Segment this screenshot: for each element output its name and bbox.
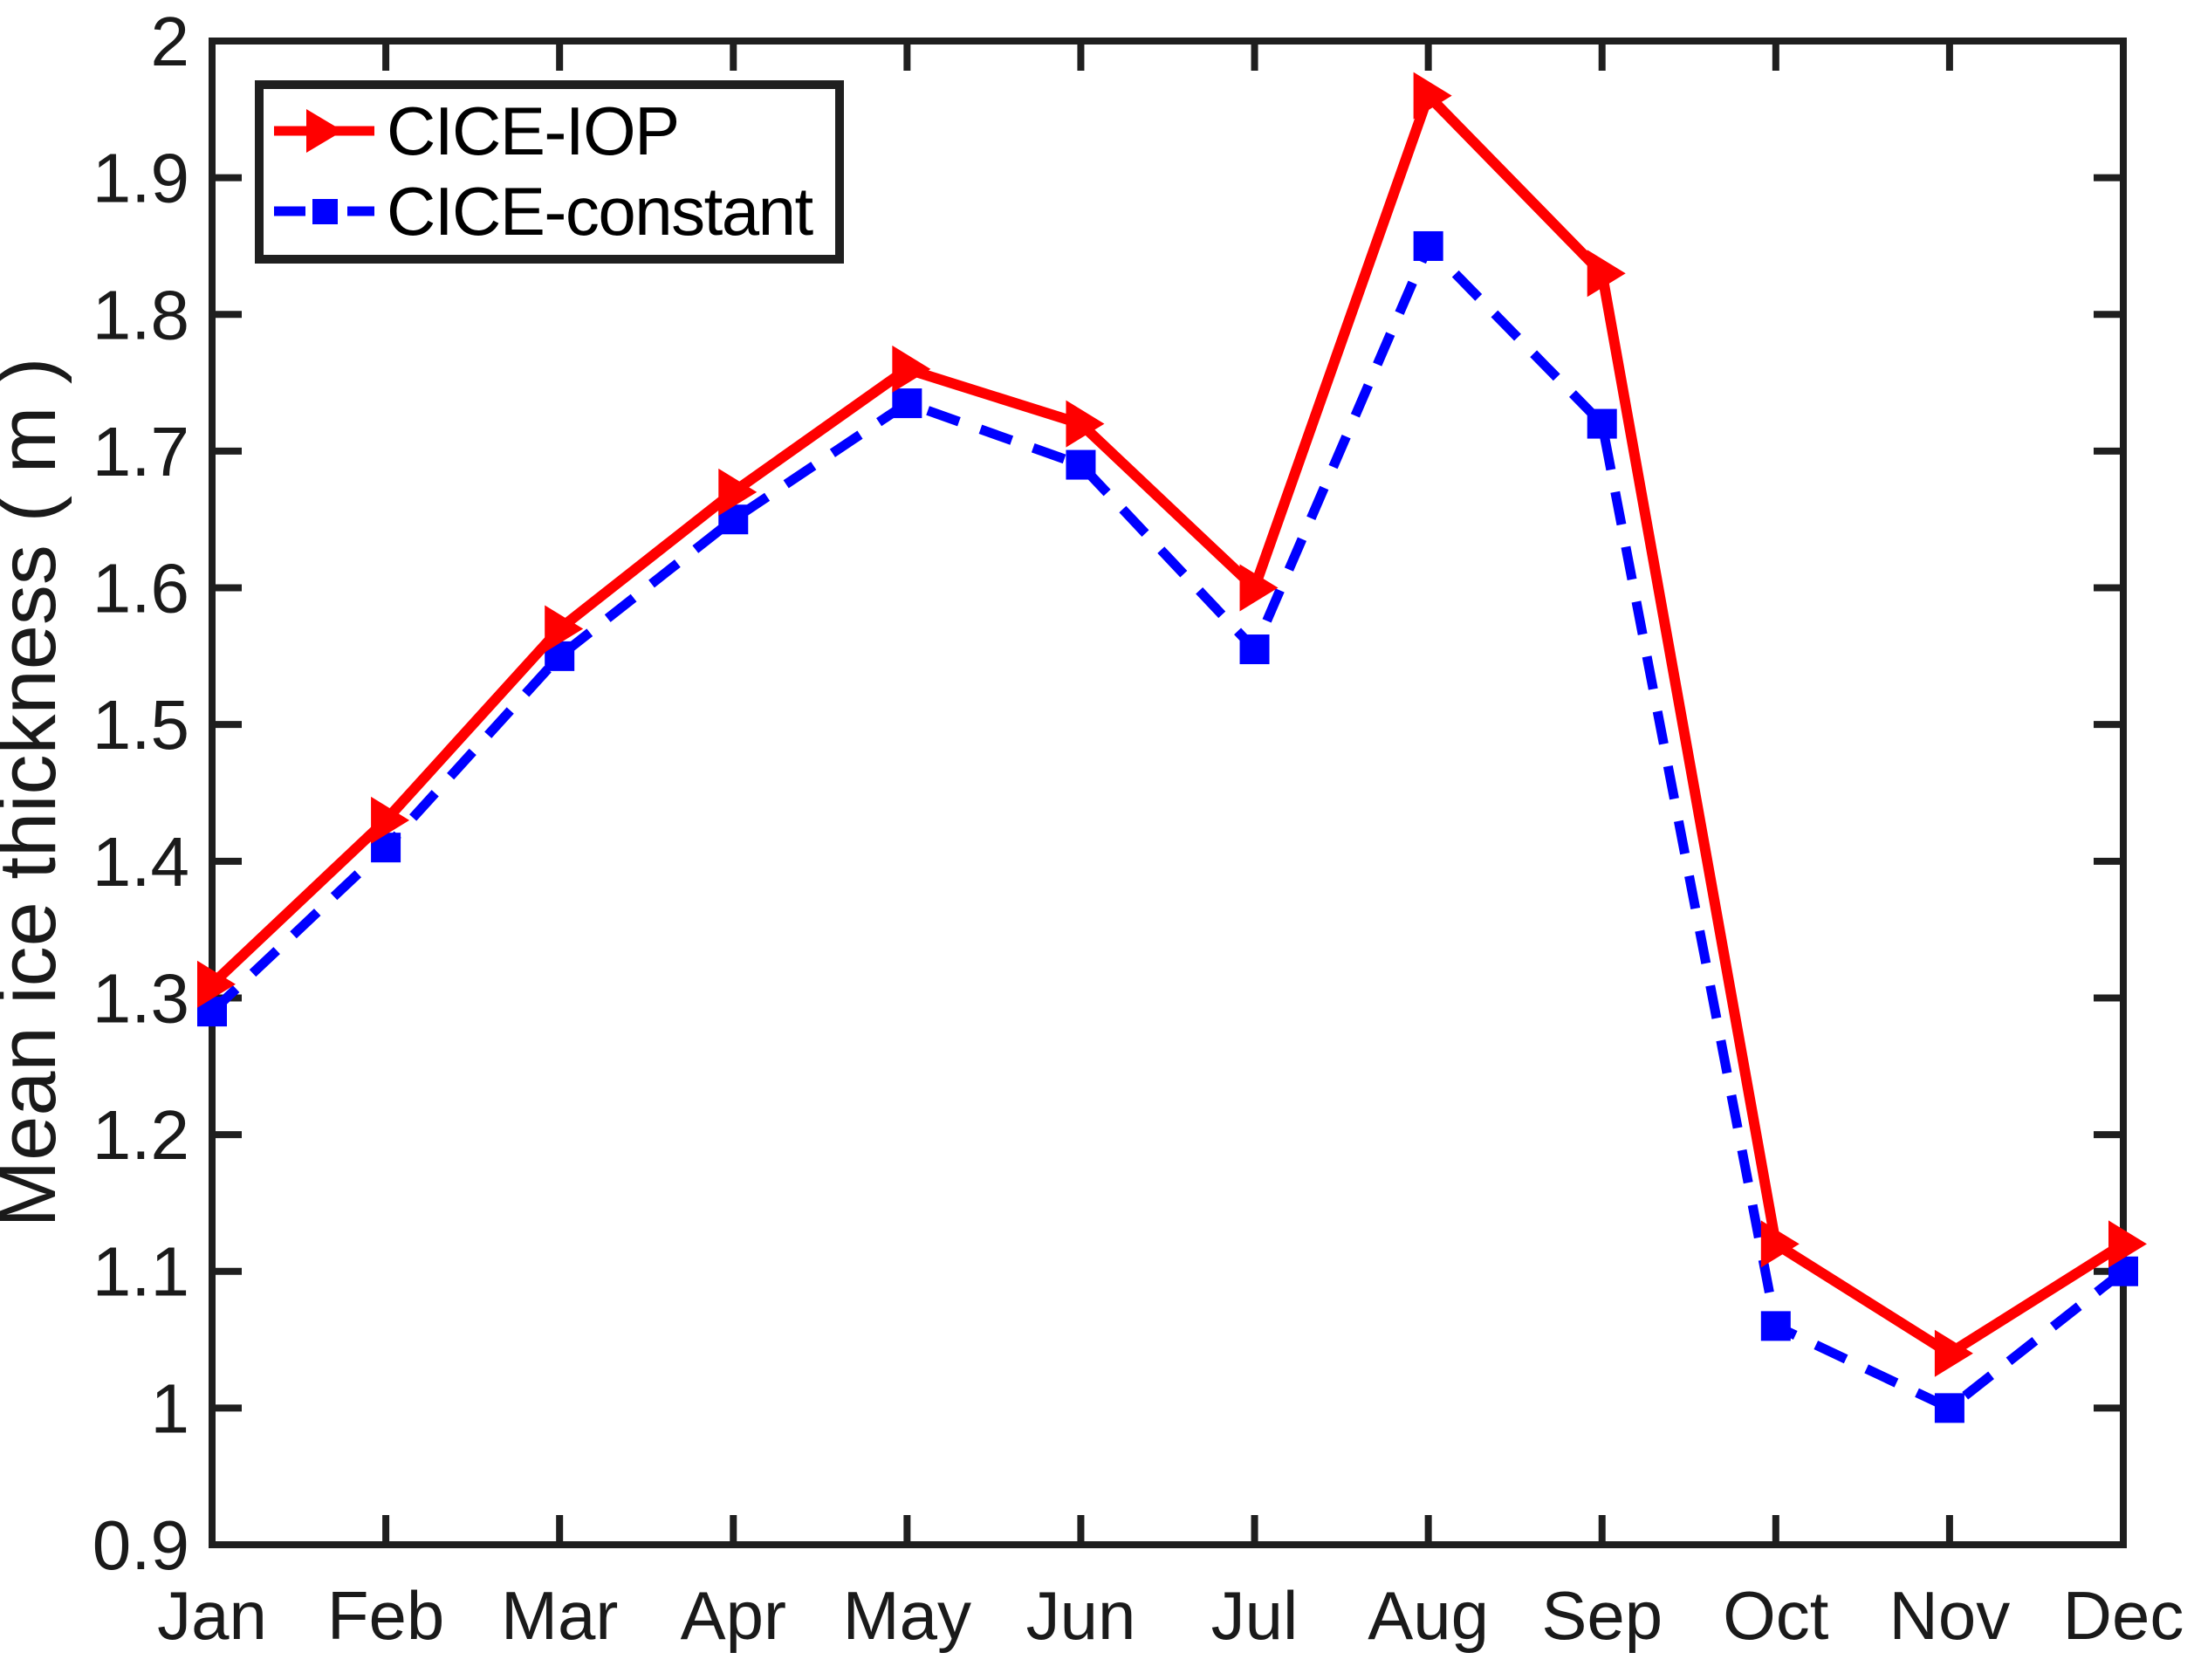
axis-frame (209, 38, 2127, 1548)
square-marker (1066, 449, 1096, 480)
series-line-cice-iop (208, 90, 2127, 1359)
triangle-right-marker (371, 796, 410, 844)
y-tick-label: 1.6 (93, 550, 189, 627)
y-tick-label: 1.2 (93, 1096, 189, 1174)
square-marker (1239, 634, 1270, 665)
x-axis-ticks (209, 45, 2127, 1541)
y-tick-label: 2 (151, 3, 190, 80)
x-tick-label: Apr (681, 1577, 786, 1654)
legend: CICE-IOP CICE-constant (255, 80, 844, 264)
y-tick-label: 1.8 (93, 276, 189, 353)
y-tick-label: 1.1 (93, 1233, 189, 1311)
series-markers-cice-iop (197, 72, 2147, 1377)
triangle-right-marker (1239, 564, 1279, 612)
x-tick-label: Feb (327, 1577, 444, 1654)
triangle-right-marker (892, 345, 931, 393)
triangle-right-marker (1066, 400, 1105, 448)
x-tick-label: Sep (1541, 1577, 1663, 1654)
cice-constant-sample-icon (274, 199, 374, 224)
legend-item-cice-iop: CICE-IOP (274, 91, 812, 171)
triangle-right-marker (1587, 250, 1626, 298)
y-tick-label: 1.5 (93, 686, 189, 764)
triangle-right-marker (1413, 72, 1452, 120)
chart-generated: Jan Feb Mar Apr May Jun Jul Aug Sep Oct Nov Dec 2 1.9… (93, 3, 2184, 1654)
y-tick-label: 1.3 (93, 959, 189, 1037)
cice-iop-sample-icon (274, 109, 374, 153)
x-tick-label: Oct (1723, 1577, 1829, 1654)
x-tick-label: Jul (1211, 1577, 1299, 1654)
square-marker (1413, 230, 1443, 261)
x-tick-label: May (843, 1577, 971, 1654)
square-marker (1934, 1393, 1964, 1423)
y-axis-ticks (216, 38, 2120, 1548)
square-marker (1760, 1311, 1791, 1341)
x-tick-labels: Jan Feb Mar Apr May Jun Jul Aug Sep Oct Nov Dec (157, 1577, 2184, 1654)
legend-item-cice-constant: CICE-constant (274, 171, 813, 251)
triangle-right-marker (545, 605, 584, 653)
x-tick-label: Aug (1368, 1577, 1489, 1654)
legend-label-cice-constant: CICE-constant (387, 172, 813, 250)
triangle-right-marker (2108, 1220, 2147, 1268)
triangle-right-marker (197, 960, 236, 1008)
y-tick-label: 1.9 (93, 140, 189, 217)
y-tick-labels: 2 1.9 1.8 1.7 1.6 1.5 1.4 1.3 1.2 1.1 1 0.9 (93, 3, 189, 1584)
triangle-right-marker (1934, 1329, 1973, 1377)
y-axis-title: Mean ice thickness ( m ) (0, 358, 72, 1228)
x-tick-label: Nov (1889, 1577, 2011, 1654)
legend-label-cice-iop: CICE-IOP (387, 92, 680, 169)
triangle-right-marker (1760, 1220, 1800, 1268)
y-tick-label: 1.7 (93, 413, 189, 490)
x-tick-label: Jan (157, 1577, 267, 1654)
y-tick-label: 1.4 (93, 823, 189, 901)
x-tick-label: Dec (2063, 1577, 2184, 1654)
series-line-cice-constant (209, 241, 2127, 1413)
square-marker (1587, 408, 1617, 439)
series-markers-cice-constant (197, 230, 2138, 1423)
y-tick-label: 1 (151, 1369, 190, 1447)
y-tick-label: 0.9 (93, 1506, 189, 1584)
triangle-right-marker (718, 468, 758, 516)
x-tick-label: Mar (501, 1577, 618, 1654)
x-tick-label: Jun (1026, 1577, 1136, 1654)
square-marker (892, 388, 922, 419)
